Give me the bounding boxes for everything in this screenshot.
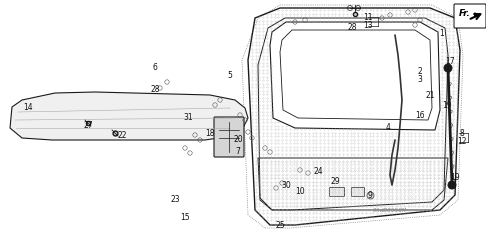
Text: 21: 21 xyxy=(425,91,435,99)
Text: 25: 25 xyxy=(275,220,285,229)
Text: 15: 15 xyxy=(180,213,190,222)
FancyBboxPatch shape xyxy=(351,188,364,197)
Polygon shape xyxy=(270,22,440,130)
Text: 4: 4 xyxy=(385,123,390,133)
Text: 8: 8 xyxy=(460,129,465,137)
Circle shape xyxy=(448,181,456,189)
Text: 9: 9 xyxy=(367,191,372,201)
Text: 19: 19 xyxy=(442,100,452,109)
Text: 1: 1 xyxy=(440,29,444,38)
Text: 28: 28 xyxy=(150,85,160,94)
Text: 9AdB0550M: 9AdB0550M xyxy=(373,207,407,212)
Text: 17: 17 xyxy=(445,58,455,67)
Text: 27: 27 xyxy=(83,121,93,129)
Text: 22: 22 xyxy=(117,130,127,139)
Text: 24: 24 xyxy=(313,167,323,176)
Text: 10: 10 xyxy=(295,188,305,197)
Text: 2: 2 xyxy=(417,68,422,76)
Text: 11: 11 xyxy=(363,13,373,22)
Text: 6: 6 xyxy=(153,63,157,73)
Text: 29: 29 xyxy=(330,177,340,187)
Text: 5: 5 xyxy=(227,70,232,80)
Text: 14: 14 xyxy=(23,103,33,112)
FancyBboxPatch shape xyxy=(330,188,345,197)
Text: 28: 28 xyxy=(347,23,357,32)
Text: 7: 7 xyxy=(236,148,241,157)
FancyBboxPatch shape xyxy=(454,4,486,28)
Text: 19: 19 xyxy=(450,174,460,182)
Text: 30: 30 xyxy=(281,181,291,189)
Text: 13: 13 xyxy=(363,22,373,30)
Text: Fr.: Fr. xyxy=(459,8,471,17)
Circle shape xyxy=(444,64,452,72)
Text: 31: 31 xyxy=(183,113,193,122)
Text: 12: 12 xyxy=(457,137,467,146)
FancyBboxPatch shape xyxy=(214,117,244,157)
Text: 23: 23 xyxy=(170,196,180,204)
Text: 18: 18 xyxy=(205,129,215,137)
Text: 3: 3 xyxy=(417,76,422,84)
Text: 16: 16 xyxy=(415,111,425,120)
Polygon shape xyxy=(10,92,248,140)
Text: 20: 20 xyxy=(233,136,243,144)
